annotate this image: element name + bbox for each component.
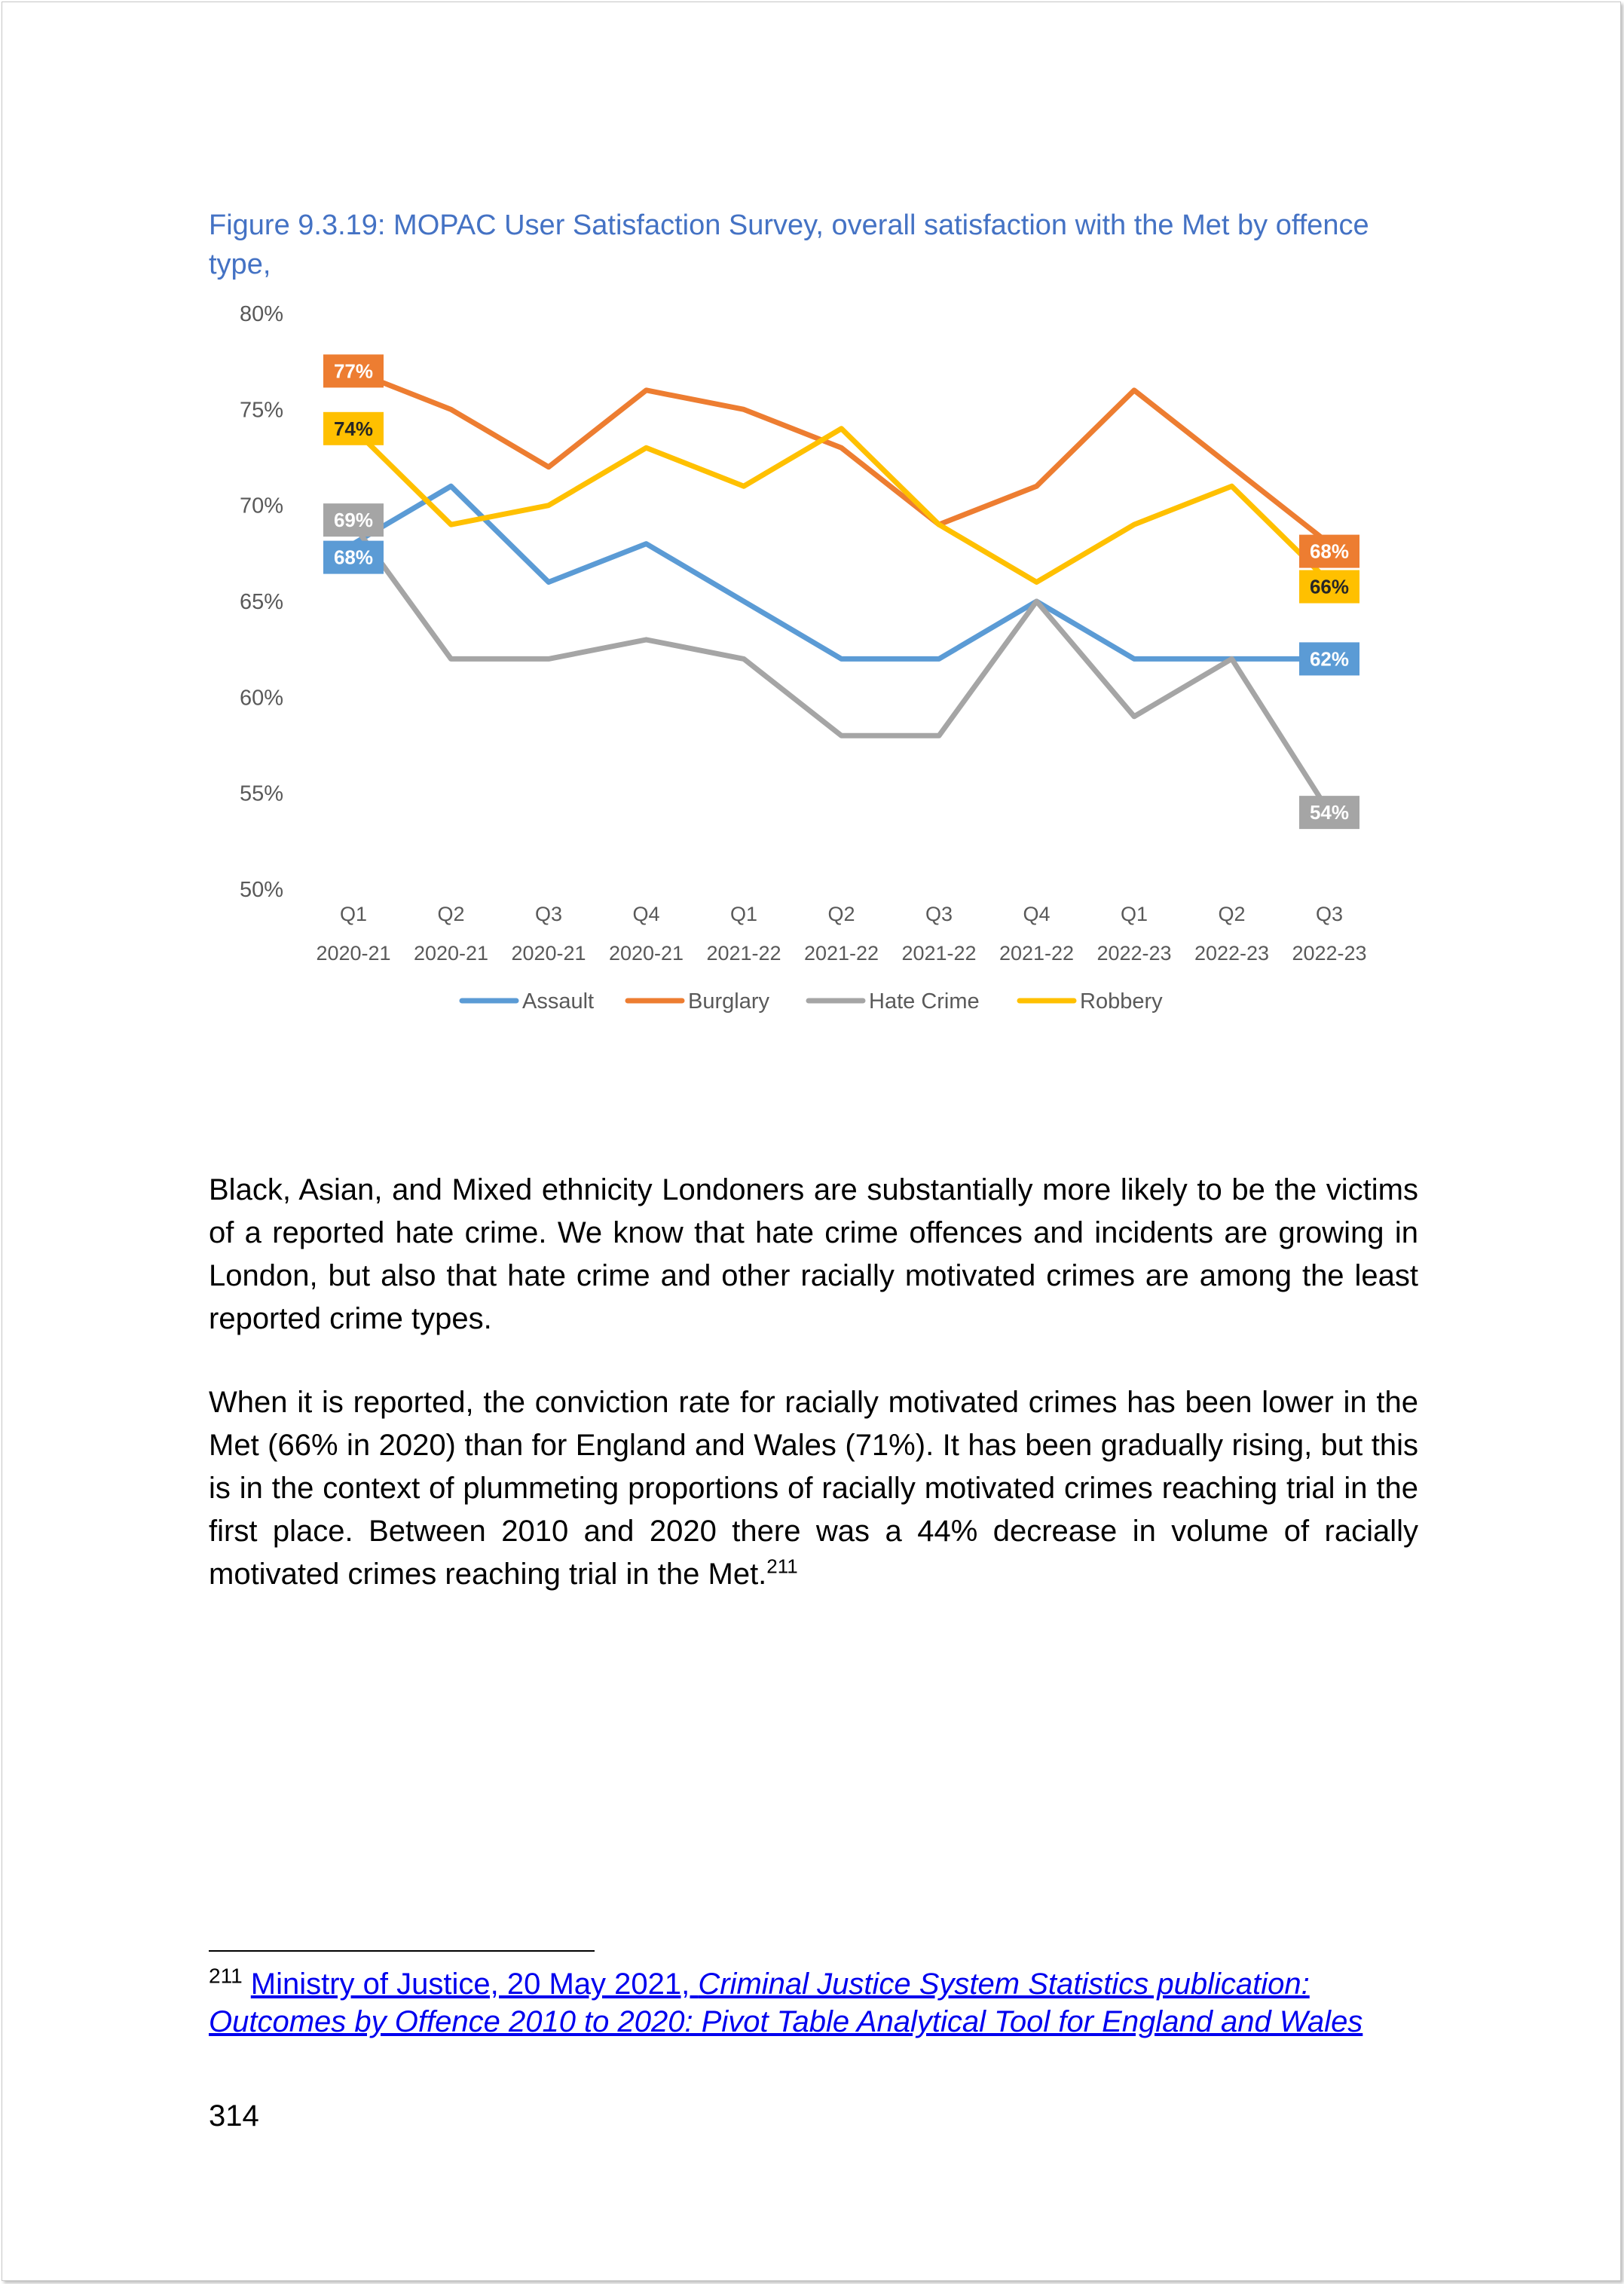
data-label-text: 54%	[1310, 801, 1349, 824]
legend-label: Burglary	[688, 989, 769, 1014]
x-tick-year: 2021-22	[901, 942, 976, 965]
data-label: 68%	[323, 540, 384, 574]
footnote-number: 211	[209, 1964, 243, 1988]
data-label-box	[1299, 570, 1359, 604]
x-tick-year: 2021-22	[999, 942, 1074, 965]
figure-title: Figure 9.3.19: MOPAC User Satisfaction S…	[209, 209, 1369, 280]
x-tick-year: 2021-22	[706, 942, 781, 965]
x-tick-quarter: Q2	[437, 903, 464, 925]
data-label-text: 66%	[1310, 576, 1349, 598]
x-tick-quarter: Q2	[1218, 903, 1245, 925]
legend-item-burglary: Burglary	[625, 989, 769, 1014]
data-label-text: 68%	[1310, 540, 1349, 563]
footnote: 211 Ministry of Justice, 20 May 2021, Cr…	[209, 1965, 1418, 2041]
x-tick-year: 2021-22	[804, 942, 879, 965]
data-label-text: 77%	[334, 359, 373, 382]
x-tick-quarter: Q3	[925, 903, 953, 925]
y-tick-label: 60%	[240, 686, 283, 710]
y-tick-label: 65%	[240, 590, 283, 614]
series-line-robbery	[350, 426, 1332, 586]
data-label: 69%	[323, 503, 384, 537]
chart-legend: Assault Burglary Hate Crime Robbery	[459, 989, 1163, 1014]
data-label-box	[323, 354, 384, 388]
legend-label: Hate Crime	[869, 989, 980, 1014]
data-label-box	[323, 503, 384, 537]
footnote-link-italic: Criminal Justice System Statistics publi…	[209, 1968, 1363, 2038]
x-tick-year: 2020-21	[609, 942, 684, 965]
y-tick-label: 70%	[240, 494, 283, 518]
x-axis-ticks: Q1 2020-21 Q2 2020-21 Q3 2020-21 Q4 2020-21 Q1 20…	[316, 903, 1366, 965]
data-label: 62%	[1299, 642, 1359, 676]
body-paragraph-2-text: When it is reported, the conviction rate…	[209, 1386, 1418, 1591]
legend-item-robbery: Robbery	[1017, 989, 1163, 1014]
data-label: 66%	[1299, 570, 1359, 604]
data-label-box	[1299, 642, 1359, 676]
data-label-text: 62%	[1310, 647, 1349, 670]
legend-label: Assault	[522, 989, 594, 1014]
series-line-assault	[350, 483, 1332, 662]
y-axis-ticks: 50% 55% 60% 65% 70% 75% 80%	[240, 302, 283, 902]
y-tick-label: 50%	[240, 878, 283, 902]
footnote-separator	[209, 1950, 595, 1952]
footnote-link-plain: Ministry of Justice, 20 May 2021,	[250, 1968, 699, 2001]
legend-item-hate-crime: Hate Crime	[806, 989, 980, 1014]
x-tick-year: 2022-23	[1292, 942, 1366, 965]
footnote-reference[interactable]: 211	[766, 1555, 798, 1578]
x-tick-year: 2020-21	[511, 942, 586, 965]
legend-label: Robbery	[1080, 989, 1163, 1014]
data-label: 54%	[1299, 796, 1359, 830]
data-label-box	[1299, 534, 1359, 568]
legend-item-assault: Assault	[459, 989, 594, 1014]
data-label-box	[323, 540, 384, 574]
y-tick-label: 80%	[240, 302, 283, 326]
line-chart: 50% 55% 60% 65% 70% 75% 80% Q1 2020-21 Q2 2020-21…	[240, 302, 1367, 1014]
x-tick-quarter: Q1	[730, 903, 757, 925]
x-tick-quarter: Q3	[1316, 903, 1343, 925]
x-tick-year: 2020-21	[316, 942, 390, 965]
x-tick-quarter: Q1	[1121, 903, 1148, 925]
footnote-link[interactable]: Ministry of Justice, 20 May 2021, Crimin…	[209, 1968, 1363, 2038]
data-label-text: 68%	[334, 546, 373, 569]
y-tick-label: 75%	[240, 398, 283, 422]
series-line-burglary	[350, 368, 1332, 547]
x-tick-quarter: Q2	[827, 903, 855, 925]
series-line-hate-crime	[350, 521, 1332, 815]
body-paragraph-2: When it is reported, the conviction rate…	[209, 1381, 1418, 1596]
x-tick-quarter: Q3	[535, 903, 562, 925]
data-label: 77%	[323, 354, 384, 388]
x-tick-year: 2022-23	[1194, 942, 1269, 965]
x-tick-year: 2022-23	[1096, 942, 1171, 965]
page-number: 314	[209, 2099, 259, 2133]
x-tick-quarter: Q4	[1023, 903, 1050, 925]
y-tick-label: 55%	[240, 782, 283, 806]
x-tick-quarter: Q4	[632, 903, 659, 925]
body-paragraph-1: Black, Asian, and Mixed ethnicity London…	[209, 1173, 1418, 1335]
data-label-text: 69%	[334, 509, 373, 531]
data-label-text: 74%	[334, 417, 373, 440]
data-label: 74%	[323, 411, 384, 445]
series-lines	[350, 368, 1332, 815]
data-label: 68%	[1299, 534, 1359, 568]
data-labels: 68% 62% 77% 68% 69% 54% 74% 66%	[323, 354, 1359, 830]
data-label-box	[1299, 796, 1359, 830]
x-tick-year: 2020-21	[414, 942, 488, 965]
x-tick-quarter: Q1	[340, 903, 367, 925]
data-label-box	[323, 411, 384, 445]
